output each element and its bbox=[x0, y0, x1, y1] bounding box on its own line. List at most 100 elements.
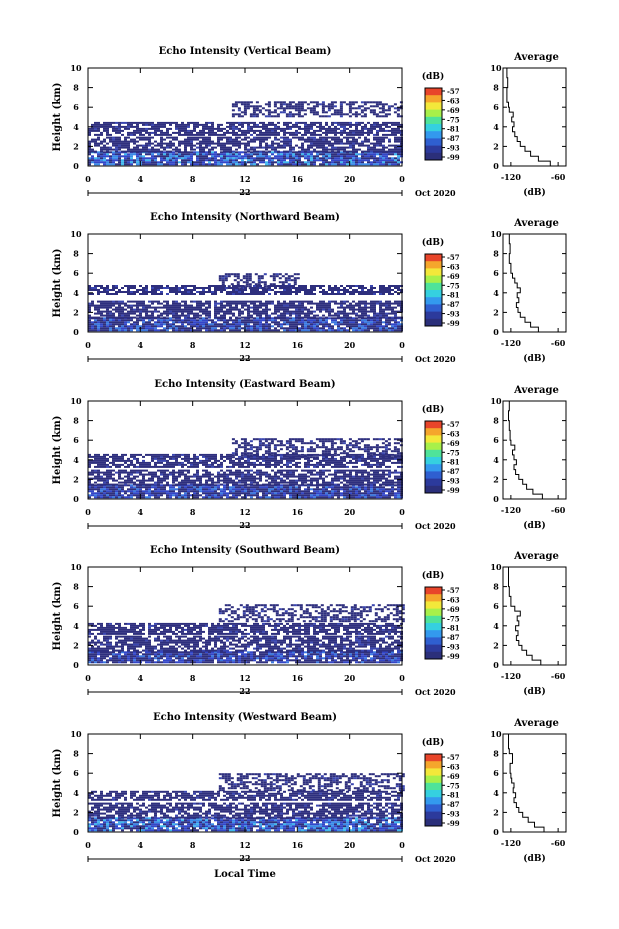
echo-cell bbox=[178, 142, 181, 145]
echo-cell bbox=[184, 123, 187, 126]
echo-cell bbox=[190, 289, 193, 291]
echo-cell bbox=[136, 146, 139, 149]
echo-cell bbox=[394, 129, 397, 132]
echo-cell bbox=[397, 300, 400, 303]
echo-cell bbox=[319, 127, 322, 130]
echo-cell bbox=[388, 129, 391, 132]
echo-cell bbox=[340, 327, 343, 330]
echo-cell bbox=[217, 155, 220, 158]
echo-cell bbox=[238, 494, 241, 497]
echo-cell bbox=[274, 310, 277, 313]
echo-cell bbox=[325, 138, 328, 141]
echo-cell bbox=[349, 323, 352, 326]
colorbar-frame bbox=[424, 253, 443, 327]
echo-cell bbox=[148, 329, 151, 332]
echo-cell bbox=[310, 488, 313, 491]
echo-cell bbox=[252, 105, 256, 108]
echo-cell bbox=[238, 323, 241, 326]
echo-cell bbox=[313, 325, 316, 328]
echo-cell bbox=[334, 293, 337, 295]
echo-cell bbox=[274, 488, 277, 491]
echo-cell bbox=[169, 323, 172, 326]
echo-cell bbox=[310, 136, 313, 139]
echo-cell bbox=[262, 138, 265, 141]
echo-cell bbox=[235, 289, 238, 291]
echo-cell bbox=[394, 138, 397, 141]
echo-cell bbox=[391, 325, 394, 328]
echo-cell bbox=[154, 289, 157, 291]
echo-cell bbox=[267, 115, 271, 118]
echo-cell bbox=[157, 486, 160, 489]
echo-cell bbox=[214, 142, 217, 145]
echo-cell bbox=[127, 310, 130, 313]
echo-cell bbox=[226, 131, 229, 134]
echo-cell bbox=[313, 148, 316, 151]
echo-cell bbox=[91, 159, 94, 162]
echo-cell bbox=[232, 133, 235, 136]
echo-cell bbox=[385, 287, 388, 289]
echo-cell bbox=[199, 287, 202, 289]
echo-cell bbox=[376, 486, 379, 489]
echo-cell bbox=[370, 494, 373, 497]
echo-cell bbox=[346, 316, 349, 319]
echo-cell bbox=[166, 293, 169, 295]
echo-cell bbox=[376, 321, 379, 324]
echo-cell bbox=[136, 486, 139, 489]
echo-cell bbox=[328, 157, 331, 160]
echo-cell bbox=[106, 306, 109, 309]
echo-cell bbox=[284, 277, 288, 280]
echo-cell bbox=[328, 494, 331, 497]
echo-cell bbox=[157, 148, 160, 151]
echo-cell bbox=[283, 327, 286, 330]
echo-cell bbox=[346, 312, 349, 315]
echo-cell bbox=[205, 144, 208, 147]
echo-cell bbox=[313, 138, 316, 141]
echo-cell bbox=[127, 150, 130, 153]
echo-cell bbox=[340, 471, 343, 474]
echo-cell bbox=[226, 129, 229, 132]
echo-cell bbox=[241, 484, 244, 487]
echo-cell bbox=[193, 323, 196, 326]
echo-cell bbox=[145, 161, 148, 164]
echo-cell bbox=[343, 129, 346, 132]
echo-cell bbox=[103, 325, 106, 328]
echo-cell bbox=[352, 157, 355, 160]
echo-cell bbox=[310, 142, 313, 145]
echo-cell bbox=[220, 123, 223, 126]
echo-cell bbox=[94, 312, 97, 315]
echo-cell bbox=[221, 279, 225, 282]
echo-cell bbox=[109, 146, 112, 149]
echo-cell bbox=[97, 325, 100, 328]
echo-cell bbox=[259, 471, 262, 474]
echo-cell bbox=[346, 319, 349, 322]
echo-cell bbox=[373, 138, 376, 141]
echo-cell bbox=[232, 488, 235, 491]
echo-cell bbox=[88, 159, 91, 162]
echo-cell bbox=[268, 121, 271, 124]
echo-cell bbox=[352, 327, 355, 330]
echo-cell bbox=[169, 163, 172, 166]
echo-cell bbox=[154, 133, 157, 136]
echo-cell bbox=[391, 492, 394, 495]
echo-cell bbox=[346, 304, 349, 307]
echo-cell bbox=[154, 291, 157, 293]
echo-cell bbox=[370, 285, 373, 287]
echo-cell bbox=[352, 148, 355, 151]
echo-cell bbox=[281, 283, 285, 286]
echo-cell bbox=[292, 319, 295, 322]
echo-cell bbox=[315, 105, 319, 108]
echo-cell bbox=[264, 109, 268, 112]
echo-cell bbox=[157, 150, 160, 153]
echo-cell bbox=[178, 490, 181, 493]
echo-cell bbox=[310, 159, 313, 162]
echo-cell bbox=[160, 323, 163, 326]
echo-cell bbox=[238, 308, 241, 311]
echo-cell bbox=[271, 484, 274, 487]
echo-cell bbox=[205, 490, 208, 493]
echo-cell bbox=[282, 103, 286, 106]
echo-cell bbox=[205, 323, 208, 326]
echo-cell bbox=[193, 308, 196, 311]
echo-cell bbox=[175, 304, 178, 307]
echo-cell bbox=[229, 123, 232, 126]
echo-cell bbox=[286, 163, 289, 166]
